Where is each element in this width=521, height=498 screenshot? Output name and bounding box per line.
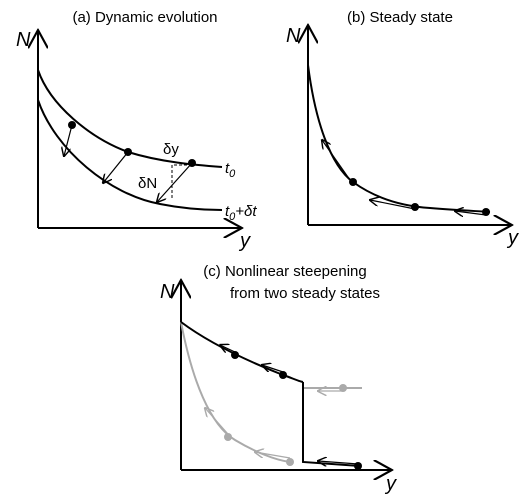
- label-base: t: [225, 160, 230, 177]
- axis-label: N: [286, 25, 301, 47]
- dot: [482, 208, 490, 216]
- arrow: [220, 345, 236, 352]
- arrow: [322, 140, 351, 181]
- arrow: [370, 200, 416, 210]
- panel-a: (a) Dynamic evolution N y δy δN t0 t0+δt: [16, 9, 257, 252]
- axis-label: N: [16, 29, 31, 51]
- annotation: δN: [138, 175, 157, 192]
- panel-title: (c) Nonlinear steepening: [203, 263, 366, 280]
- label-sub: 0: [229, 168, 236, 180]
- curve-gray: [180, 321, 291, 463]
- dot: [349, 178, 357, 186]
- panel-c: (c) Nonlinear steepening from two steady…: [160, 263, 397, 495]
- arrow: [205, 408, 229, 435]
- curve: [307, 64, 491, 213]
- label-base: t: [225, 203, 230, 220]
- arrow: [103, 151, 129, 183]
- axis-label: y: [238, 230, 251, 252]
- dot: [188, 159, 196, 167]
- dot: [231, 351, 239, 359]
- arrow: [64, 124, 73, 156]
- curve-label: t0: [225, 160, 236, 180]
- panel-title: from two steady states: [230, 285, 380, 302]
- panel-b: (b) Steady state N y: [286, 9, 519, 249]
- axis-label: y: [506, 227, 519, 249]
- label-rest: +δt: [235, 203, 257, 220]
- arrow: [255, 452, 291, 459]
- dot: [339, 384, 347, 392]
- dot: [354, 462, 362, 470]
- arrow: [318, 461, 359, 464]
- dot: [279, 371, 287, 379]
- panel-title: (b) Steady state: [347, 9, 453, 26]
- dashed-guide: [171, 164, 192, 200]
- dot: [224, 433, 232, 441]
- arrow: [455, 211, 487, 215]
- axis-label: y: [384, 473, 397, 495]
- dot: [411, 203, 419, 211]
- curve: [180, 321, 304, 383]
- annotation: δy: [163, 141, 179, 158]
- arrow: [157, 162, 193, 202]
- dot: [124, 148, 132, 156]
- dot: [286, 458, 294, 466]
- curve-label: t0+δt: [225, 203, 257, 223]
- label-sub: 0: [229, 211, 236, 223]
- panel-title: (a) Dynamic evolution: [72, 9, 217, 26]
- arrow: [262, 365, 284, 373]
- shock: [302, 382, 361, 467]
- dot: [68, 121, 76, 129]
- axis-label: N: [160, 281, 175, 303]
- curve: [37, 99, 223, 211]
